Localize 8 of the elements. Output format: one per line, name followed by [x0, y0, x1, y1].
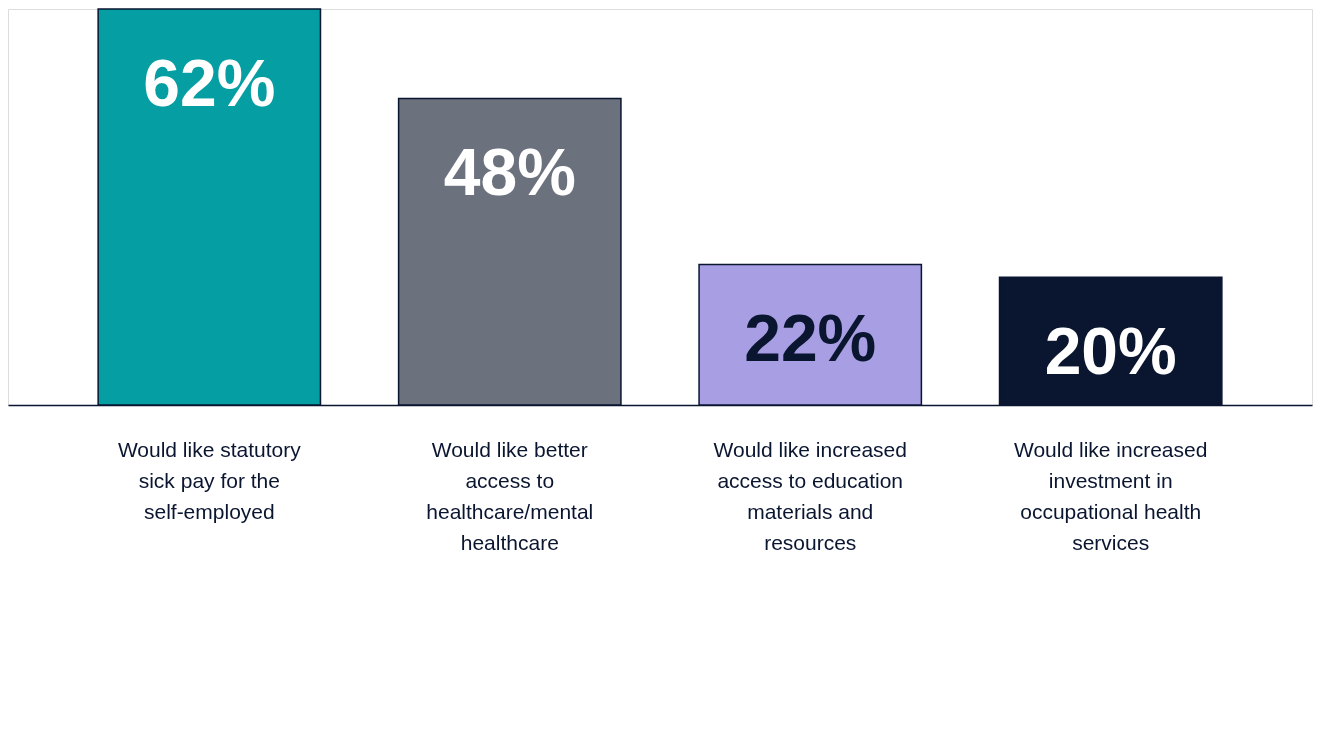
data-label: 22%	[744, 301, 877, 376]
data-label: 20%	[1044, 314, 1177, 389]
x-tick-label: Would like increased investment in occupational health services	[1014, 437, 1208, 554]
data-label: 62%	[143, 46, 276, 120]
x-tick-label: Would like better access to healthcare/mental healthcare	[426, 437, 594, 554]
data-label: 48%	[443, 135, 576, 210]
x-tick-label: Would like statutory sick pay for the self-employed	[117, 437, 302, 523]
x-tick-label: Would like increased access to education materials and resources	[713, 437, 907, 554]
